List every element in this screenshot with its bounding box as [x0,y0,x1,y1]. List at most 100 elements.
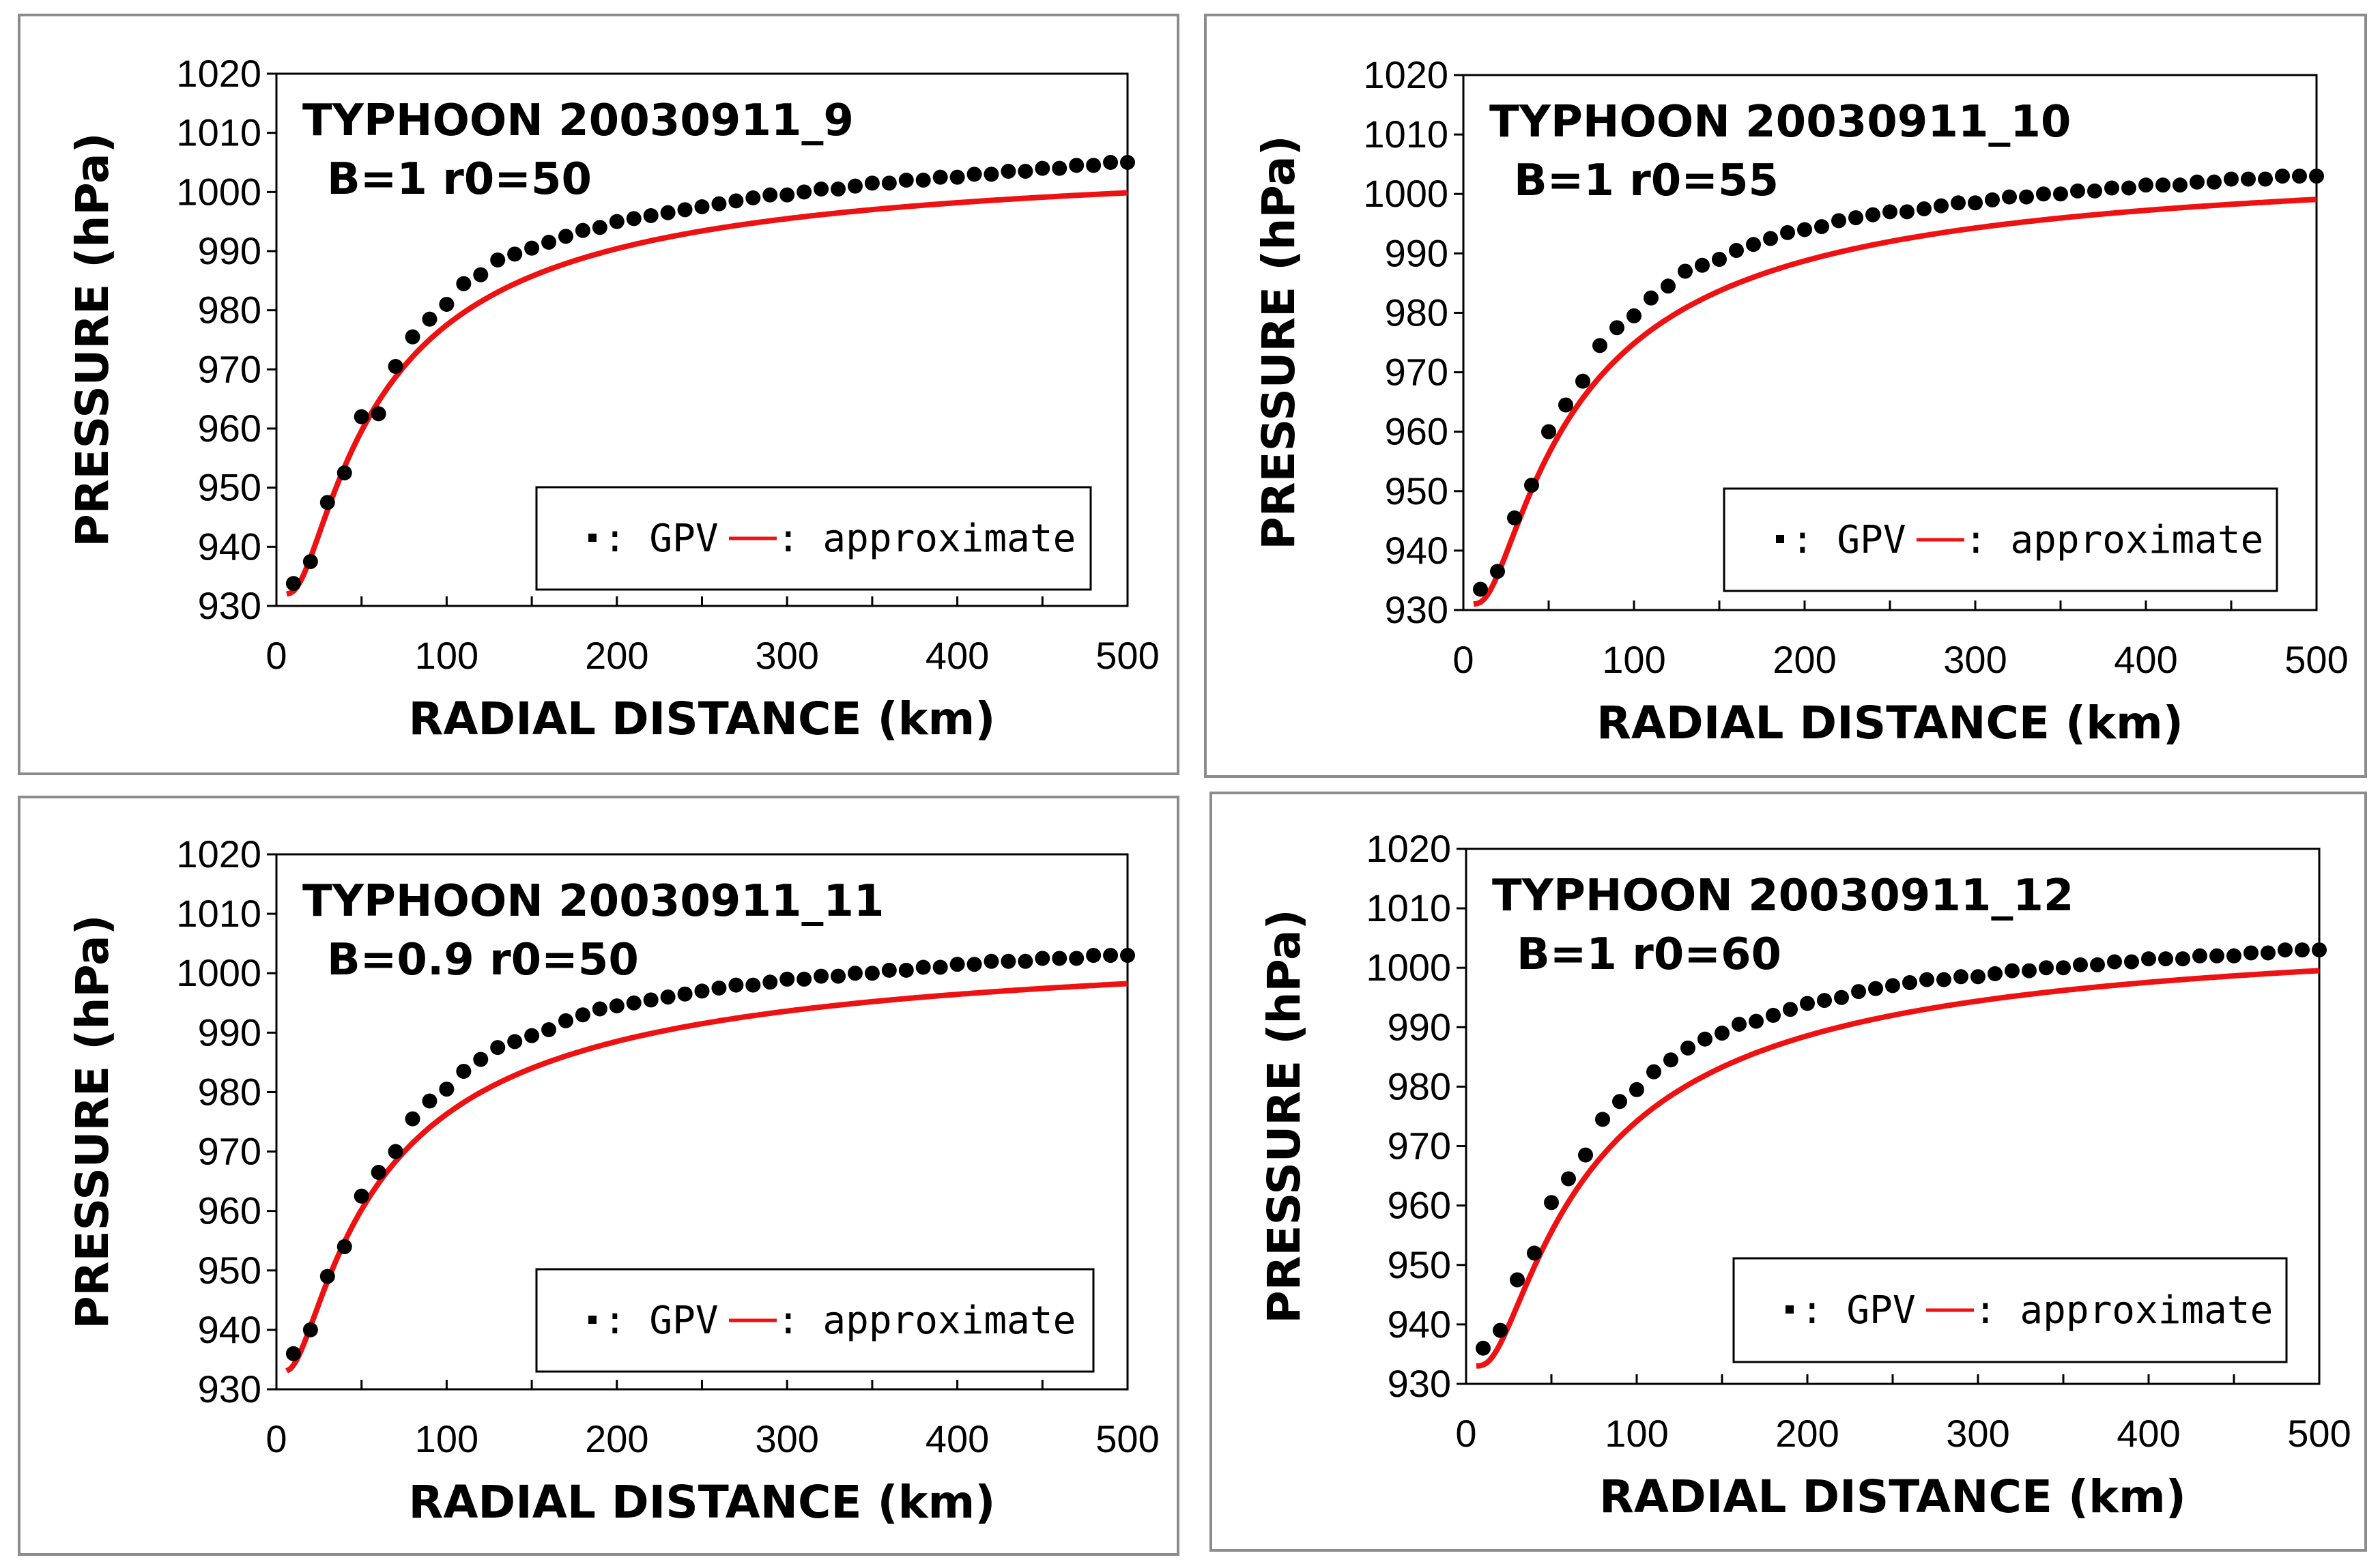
chart4-gpv-point [1936,972,1951,987]
chart2-x-tick-label: 100 [1602,638,1665,681]
chart1-gpv-point [779,187,795,203]
chart1-x-tick-label: 100 [415,634,478,677]
chart1-gpv-point [1069,158,1085,173]
chart3-x-tick-label: 400 [926,1417,989,1460]
chart2-x-tick-label: 400 [2114,638,2177,681]
chart3-gpv-point [728,977,744,993]
chart1-y-tick-label: 970 [198,347,261,390]
chart4-x-tick-label: 500 [2287,1412,2351,1455]
chart4-gpv-point [2278,942,2293,958]
chart3-gpv-point [643,992,659,1008]
chart2-gpv-point [1729,242,1744,258]
chart1-legend-gpv-marker [588,534,597,542]
chart1-gpv-point [1052,160,1067,176]
chart1-gpv-point [1086,158,1102,173]
chart3-gpv-point [354,1188,369,1204]
chart2-y-tick-label: 970 [1385,351,1448,394]
chart1-gpv-point [405,329,420,345]
chart4-legend-gpv-marker [1786,1305,1794,1314]
chart2-gpv-point [1865,207,1880,222]
chart3-y-tick-label: 1000 [176,951,261,994]
chart1-y-tick-label: 950 [198,466,261,509]
chart3-y-tick-label: 970 [198,1130,261,1173]
chart3-gpv-point [1103,948,1119,964]
chart2-gpv-point [1592,338,1607,353]
chart4-parameters: B=1 r0=60 [1517,929,1781,980]
chart3-y-tick-label: 990 [198,1011,261,1054]
chart2-gpv-point [2224,171,2239,187]
chart4-y-tick-label: 990 [1388,1005,1451,1048]
chart2-y-tick-label: 960 [1385,410,1448,453]
chart2-legend-gpv-label: : GPV [1791,518,1906,562]
chart2-y-tick-label: 990 [1385,231,1448,274]
chart2-gpv-point [1831,213,1846,229]
chart3-y-tick-label: 930 [198,1367,261,1410]
chart4-gpv-point [1868,981,1883,996]
chart3-gpv-point [456,1063,472,1079]
chart4-gpv-point [1851,984,1866,1000]
chart1-legend-box [535,486,1092,591]
chart2-y-tick-label: 1020 [1363,53,1448,96]
chart4-legend-approx-label: : approximate [1974,1288,2273,1333]
chart2-title: TYPHOON 20030911_10 [1489,97,2071,147]
chart1-y-axis-title: PRESSURE (hPa) [66,132,119,547]
chart3-gpv-point [319,1269,335,1284]
chart4-legend-gpv-label: : GPV [1801,1288,1916,1333]
chart4-y-tick-label: 1020 [1366,827,1451,870]
chart2-gpv-point [2309,169,2324,184]
chart3-gpv-point [779,971,795,987]
chart1-gpv-point [660,205,676,220]
chart2-gpv-point [1917,201,1932,216]
chart4-gpv-point [1783,1002,1798,1017]
chart1-gpv-point [354,409,369,424]
chart4-gpv-point [1663,1052,1678,1068]
chart4-gpv-point [1510,1272,1525,1288]
chart1-x-tick-label: 300 [755,634,818,677]
chart3-gpv-point [490,1040,506,1056]
chart2-x-axis-title: RADIAL DISTANCE (km) [1596,697,2183,749]
chart1-gpv-point [490,252,506,267]
chart3-gpv-point [285,1346,301,1361]
chart2-gpv-point [1695,257,1710,273]
chart2-gpv-point [1899,204,1915,220]
chart4-gpv-point [1902,975,1917,990]
chart1-gpv-point [864,175,880,191]
chart-panel-4: 930 940 950 960 970 980 990 1000 1010 1020 0 100 200… [1209,792,2367,1552]
chart4-gpv-point [1646,1064,1661,1080]
chart3-gpv-point [1035,951,1050,966]
chart2-gpv-point [1746,237,1761,252]
chart2-gpv-point [1814,219,1829,235]
chart3-gpv-point [1001,953,1016,969]
chart4-gpv-point [1953,969,1968,985]
chart3-y-axis-title: PRESSURE (hPa) [66,914,119,1329]
chart1-gpv-point [728,193,744,209]
chart2-gpv-point [1541,424,1556,439]
chart4-gpv-point [1578,1147,1593,1163]
chart2-gpv-point [2070,183,2085,199]
chart-svg-2: 930 940 950 960 970 980 990 1000 1010 1020 0 100 200… [1252,53,2349,749]
chart2-gpv-point [1951,195,1966,211]
chart-panel-1: 930 940 950 960 970 980 990 1000 1010 1020 0 100 200… [18,14,1179,775]
chart1-gpv-point [915,173,931,188]
chart4-gpv-point [1988,966,2003,981]
chart4-gpv-point [2175,951,2190,967]
chart2-gpv-point [1968,195,1983,211]
chart3-gpv-point [984,953,999,969]
chart3-gpv-point [745,977,761,993]
chart3-series-approximate-line [285,981,1128,1374]
chart4-gpv-point [2209,948,2224,964]
chart1-gpv-point [1103,155,1119,170]
chart2-y-tick-label: 1000 [1363,172,1448,215]
chart1-gpv-point [524,240,540,256]
chart3-gpv-point [762,974,778,990]
chart3-x-tick-label: 300 [755,1417,818,1460]
chart3-y-tick-label: 1020 [176,832,261,875]
chart2-x-tick-label: 300 [1943,638,2007,681]
chart3-legend-gpv-label: : GPV [603,1299,719,1343]
chart3-gpv-point [814,968,829,984]
chart2-gpv-point [2190,174,2205,190]
chart1-gpv-point [507,246,523,262]
chart1-y-tick-label: 1010 [176,111,261,154]
chart4-gpv-point [1680,1040,1695,1056]
chart1-gpv-point [1018,164,1033,179]
